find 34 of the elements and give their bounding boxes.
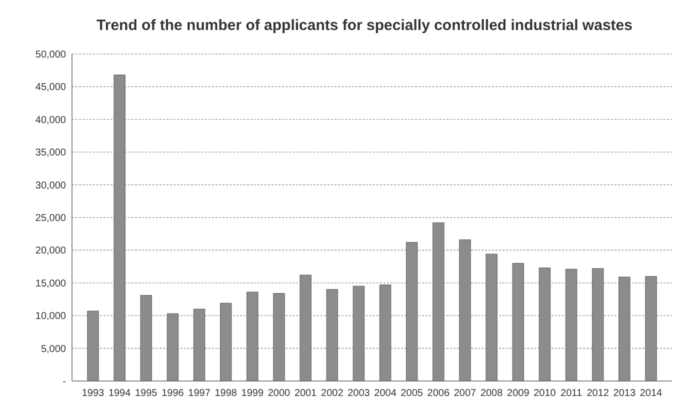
x-tick-label: 2001 (294, 388, 318, 399)
x-tick-label: 1994 (108, 388, 132, 399)
y-tick-label: 5,000 (40, 344, 66, 355)
x-tick-label: 2010 (534, 388, 556, 399)
x-tick-label: 2000 (268, 388, 291, 399)
x-tick-label: 1995 (135, 388, 158, 399)
y-tick-label: 10,000 (35, 311, 66, 322)
chart-title: Trend of the number of applicants for specially controlled industrial wastes (96, 17, 632, 34)
y-tick-label: 50,000 (35, 50, 66, 60)
x-tick-label: 2011 (560, 388, 582, 399)
x-tick-label: 1997 (188, 388, 211, 399)
x-tick-label: 1993 (82, 388, 105, 399)
y-tick-label: 30,000 (35, 180, 66, 192)
x-tick-label: 2002 (321, 388, 344, 399)
y-tick-label: 35,000 (35, 148, 66, 159)
x-tick-label: 2005 (400, 388, 424, 399)
x-tick-label: 2013 (613, 388, 636, 399)
x-tick-label: 2014 (640, 388, 663, 399)
x-tick-label: 1999 (241, 388, 264, 399)
x-tick-label: 2006 (427, 388, 450, 399)
y-tick-label: 20,000 (35, 246, 66, 257)
x-tick-label: 1998 (214, 388, 238, 399)
x-tick-label: 2012 (586, 388, 610, 399)
x-tick-label: 2003 (348, 388, 370, 399)
x-tick-label: 2009 (507, 388, 530, 399)
y-tick-label: 45,000 (35, 82, 66, 94)
x-tick-label: 2004 (374, 388, 397, 399)
y-tick-label: 40,000 (35, 114, 66, 126)
y-tick-label: 15,000 (35, 278, 66, 290)
y-tick-label: 25,000 (35, 213, 66, 224)
y-tick-label: - (62, 376, 66, 388)
x-tick-label: 2008 (480, 388, 504, 399)
x-tick-label: 1996 (162, 388, 184, 399)
x-tick-label: 2007 (454, 388, 477, 399)
